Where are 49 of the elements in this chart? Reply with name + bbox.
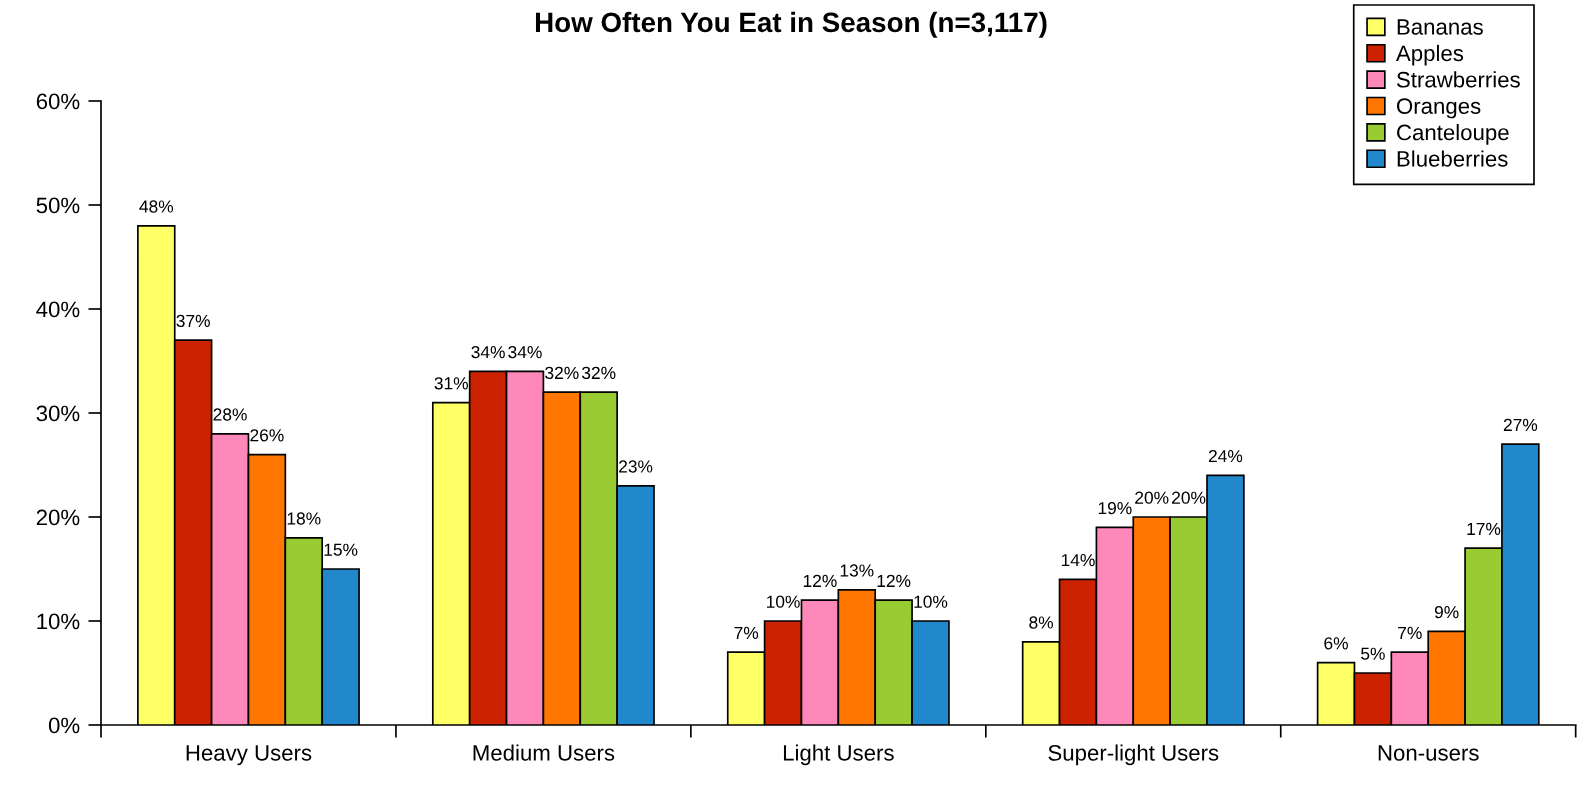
data-label: 31% <box>434 377 468 390</box>
legend-label: Apples <box>1395 44 1464 66</box>
data-label: 15% <box>324 543 358 556</box>
data-label: 5% <box>1361 647 1385 660</box>
x-tick-label: Medium Users <box>473 744 615 761</box>
data-label: 32% <box>545 366 579 380</box>
data-label: 10% <box>914 595 948 608</box>
y-tick-label: 60% <box>36 93 80 110</box>
data-label: 12% <box>803 574 837 587</box>
data-label: 23% <box>619 460 653 473</box>
x-tick-label: Light Users <box>783 744 894 766</box>
y-tick-label: 30% <box>36 405 80 422</box>
data-label: 7% <box>734 626 759 639</box>
data-label: 48% <box>139 200 174 213</box>
data-label: 34% <box>471 345 505 359</box>
data-label: 34% <box>508 345 542 359</box>
data-label: 28% <box>213 408 247 421</box>
x-tick-label: Super-light Users <box>1048 744 1219 766</box>
data-label: 37% <box>176 314 210 328</box>
y-tick-label: 10% <box>37 613 80 630</box>
x-tick-label: Heavy Users <box>186 745 312 766</box>
legend-label: Oranges <box>1397 98 1481 119</box>
data-label: 9% <box>1434 605 1459 619</box>
data-label: 17% <box>1467 522 1501 535</box>
chart-title: How Often You Eat in Season (n=3,117) <box>535 11 1047 38</box>
legend-label: Canteloupe <box>1397 124 1509 145</box>
y-tick-label: 20% <box>36 509 80 526</box>
y-tick-label: 50% <box>36 197 80 214</box>
data-label: 8% <box>1029 616 1054 629</box>
data-label: 13% <box>840 564 874 577</box>
data-label: 20% <box>1135 491 1169 504</box>
data-label: 12% <box>877 574 911 587</box>
data-label: 24% <box>1208 449 1243 463</box>
data-label: 10% <box>766 595 800 608</box>
data-label: 18% <box>287 512 321 525</box>
y-tick-label: 40% <box>36 301 80 318</box>
data-label: 32% <box>581 366 616 380</box>
legend-label: Strawberries <box>1396 71 1520 88</box>
data-label: 20% <box>1172 491 1206 504</box>
legend-label: Bananas <box>1397 19 1483 35</box>
x-tick-label: Non-users <box>1378 745 1479 761</box>
data-label: 6% <box>1324 637 1348 650</box>
data-label: 27% <box>1503 418 1538 431</box>
data-label: 7% <box>1398 626 1422 639</box>
data-label: 14% <box>1061 554 1095 567</box>
y-tick-label: 0% <box>48 717 80 734</box>
legend-label: Blueberries <box>1397 150 1508 167</box>
data-label: 26% <box>250 429 284 442</box>
data-label: 19% <box>1098 501 1132 515</box>
